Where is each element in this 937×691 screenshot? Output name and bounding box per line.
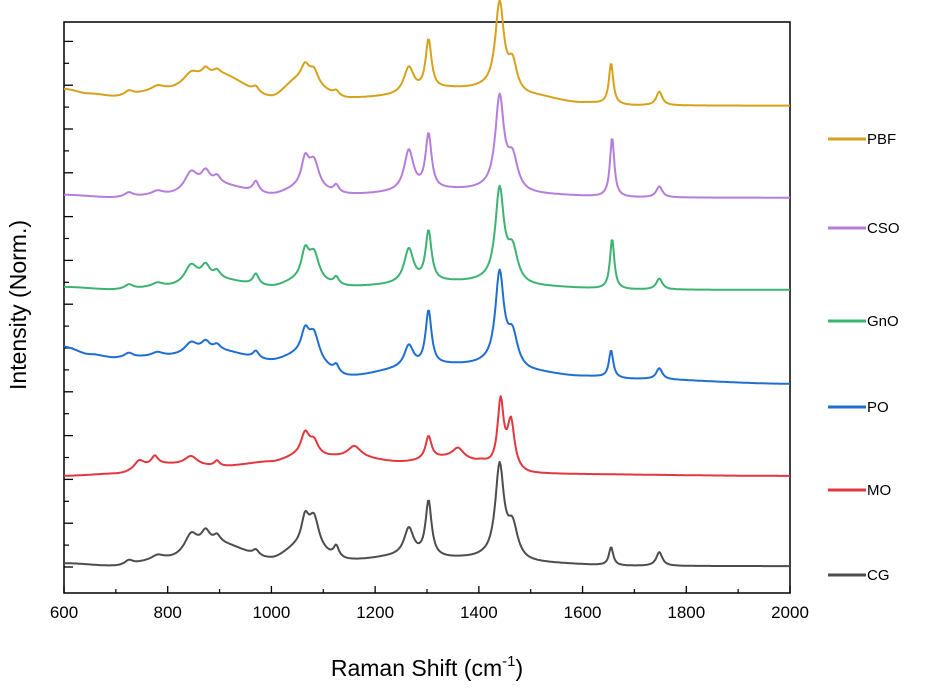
legend-label-pbf: PBF <box>867 131 896 148</box>
x-tick-label: 600 <box>50 603 78 622</box>
x-axis-title-suffix: ) <box>515 655 523 681</box>
series-line-gno <box>64 184 790 291</box>
legend-label-po: PO <box>867 399 889 416</box>
x-tick-label: 1200 <box>356 603 394 622</box>
x-axis-title-main: Raman Shift (cm <box>331 655 502 681</box>
x-axis-title-superscript: -1 <box>502 653 515 670</box>
x-axis-ticks: 600 800 1000 1200 1400 1600 1800 2000 <box>50 586 809 622</box>
y-axis-ticks <box>64 40 73 568</box>
x-axis-title: Raman Shift (cm-1) <box>331 653 523 681</box>
series-line-cso <box>64 92 790 199</box>
series-line-pbf <box>63 0 790 107</box>
legend-label-gno: GnO <box>867 313 899 330</box>
y-axis-title: Intensity (Norm.) <box>5 220 31 390</box>
x-tick-label: 1600 <box>564 603 602 622</box>
series-line-po <box>64 268 790 385</box>
legend-label-cg: CG <box>867 567 890 584</box>
series-line-cg <box>64 460 790 568</box>
legend: PBF CSO GnO PO MO CG <box>828 131 900 584</box>
legend-label-cso: CSO <box>867 220 900 237</box>
legend-label-mo: MO <box>867 482 891 499</box>
x-tick-label: 2000 <box>771 603 809 622</box>
series-lines <box>63 0 790 568</box>
x-tick-label: 1800 <box>667 603 705 622</box>
x-tick-label: 1400 <box>460 603 498 622</box>
x-tick-label: 800 <box>154 603 182 622</box>
series-line-mo <box>64 395 790 477</box>
x-tick-label: 1000 <box>253 603 291 622</box>
